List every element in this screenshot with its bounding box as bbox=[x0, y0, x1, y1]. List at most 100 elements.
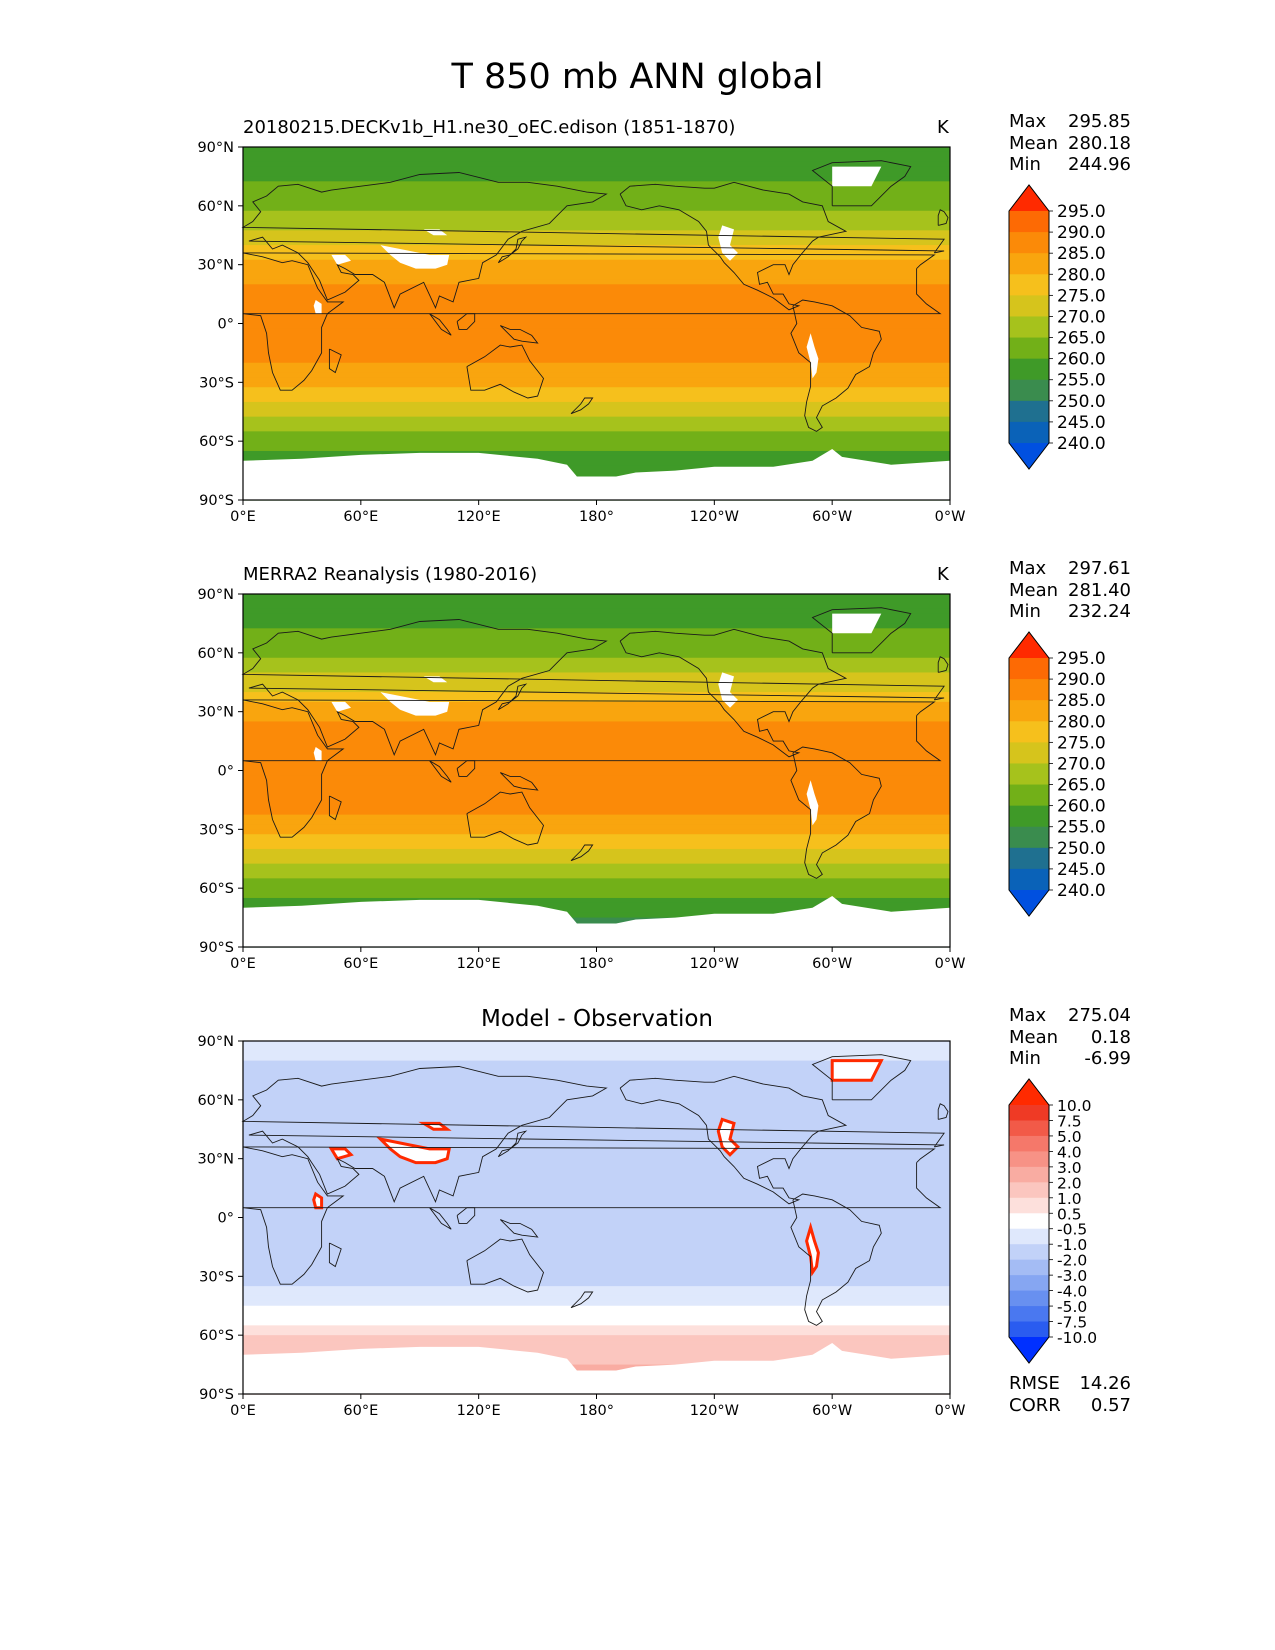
zonal-band bbox=[243, 372, 950, 379]
zonal-band bbox=[243, 1143, 950, 1150]
colorbar-segment bbox=[1009, 1120, 1049, 1137]
zonal-band bbox=[243, 1153, 950, 1160]
colorbar-label: 1.0 bbox=[1057, 1190, 1082, 1208]
zonal-band bbox=[243, 235, 950, 241]
zonal-band bbox=[243, 431, 950, 437]
colorbar-segment bbox=[1009, 805, 1049, 828]
zonal-band bbox=[243, 706, 950, 713]
coastline bbox=[790, 1193, 882, 1326]
zonal-band bbox=[243, 1359, 950, 1366]
zonal-band bbox=[243, 1168, 950, 1174]
panel-1-units: K bbox=[937, 117, 949, 138]
coastline bbox=[790, 746, 882, 879]
colorbar-segment bbox=[1009, 1135, 1049, 1152]
colorbar-segment bbox=[1009, 721, 1049, 743]
zonal-band bbox=[243, 367, 950, 374]
colorbar-label: 10.0 bbox=[1057, 1097, 1092, 1115]
zonal-band bbox=[243, 618, 950, 625]
high-terrain bbox=[328, 1147, 354, 1161]
panel-3-title: Model - Observation bbox=[480, 1006, 714, 1032]
zonal-band bbox=[243, 1104, 950, 1111]
colorbar-label: 275.0 bbox=[1057, 733, 1106, 753]
colorbar-body bbox=[1008, 184, 1050, 470]
zonal-band bbox=[243, 416, 950, 423]
colorbar-label: 290.0 bbox=[1057, 223, 1106, 243]
y-tick-label: 30°S bbox=[199, 1269, 234, 1285]
coastline bbox=[937, 656, 949, 673]
colorbar-segment bbox=[1009, 421, 1049, 444]
zonal-band bbox=[243, 741, 950, 747]
stat-min: Min -6.99 bbox=[1009, 1048, 1131, 1069]
colorbar-label: -3.0 bbox=[1057, 1267, 1087, 1285]
zonal-band bbox=[243, 176, 950, 182]
zonal-band bbox=[243, 1119, 950, 1125]
zonal-band bbox=[243, 863, 950, 870]
colorbar-segment bbox=[1009, 1244, 1049, 1261]
stat-value: 275.04 bbox=[1068, 1005, 1131, 1026]
zonal-band bbox=[243, 151, 950, 158]
y-tick-label: 30°S bbox=[199, 375, 234, 391]
panel-1-title: 20180215.DECKv1b_H1.ne30_oEC.edison (185… bbox=[243, 117, 736, 138]
zonal-band bbox=[243, 897, 950, 904]
y-tick-label: 90°S bbox=[199, 1387, 234, 1403]
high-terrain bbox=[806, 780, 819, 826]
coastline bbox=[429, 1207, 452, 1230]
colorbar-label: 5.0 bbox=[1057, 1128, 1082, 1146]
zonal-band bbox=[243, 765, 950, 772]
zonal-band bbox=[243, 711, 950, 718]
coastline bbox=[456, 1207, 476, 1224]
y-tick-label: 90°N bbox=[197, 587, 234, 603]
coastline bbox=[328, 348, 342, 374]
zonal-band bbox=[243, 298, 950, 305]
y-tick-label: 90°N bbox=[197, 140, 234, 156]
zonal-band bbox=[243, 726, 950, 732]
high-terrain bbox=[380, 692, 450, 716]
colorbar-segment bbox=[1009, 1306, 1049, 1323]
stat-mean: Mean 0.18 bbox=[1009, 1026, 1131, 1048]
zonal-band bbox=[243, 868, 950, 875]
colorbar-extend-min bbox=[1009, 443, 1049, 469]
zonal-band bbox=[243, 848, 950, 855]
y-axis: 90°N 60°N 30°N 0° 30°S 60°S 90°S bbox=[197, 140, 243, 509]
colorbar-segment bbox=[1009, 679, 1049, 701]
stat-value: 0.18 bbox=[1090, 1026, 1131, 1048]
high-terrain bbox=[331, 254, 351, 265]
zonal-band bbox=[243, 161, 950, 168]
zonal-band bbox=[243, 755, 950, 762]
x-tick-label: 0°E bbox=[230, 509, 256, 525]
zonal-band bbox=[243, 1364, 950, 1371]
y-tick-label: 90°N bbox=[197, 1034, 234, 1050]
metric-value: 14.26 bbox=[1079, 1373, 1131, 1394]
zonal-band bbox=[243, 279, 950, 285]
zonal-band bbox=[243, 745, 950, 752]
zonal-band bbox=[243, 1129, 950, 1135]
colorbar-segment bbox=[1009, 1197, 1049, 1214]
colorbar-label: -0.5 bbox=[1057, 1221, 1087, 1239]
coastline bbox=[241, 619, 945, 757]
zonal-band bbox=[243, 313, 950, 320]
coastlines bbox=[241, 607, 949, 879]
colorbar-label: 4.0 bbox=[1057, 1143, 1082, 1161]
zonal-band bbox=[243, 210, 950, 217]
zonal-band bbox=[243, 147, 950, 153]
zonal-band bbox=[243, 814, 950, 821]
zonal-band bbox=[243, 1310, 950, 1317]
stat-mean: Mean 280.18 bbox=[1009, 132, 1131, 154]
zonal-band bbox=[243, 446, 950, 452]
stat-mean: Mean 281.40 bbox=[1009, 579, 1131, 601]
colorbar-segment bbox=[1009, 253, 1049, 275]
zonal-band bbox=[243, 1246, 950, 1253]
zonal-band bbox=[243, 450, 950, 457]
zonal-band bbox=[243, 357, 950, 364]
zonal-band bbox=[243, 294, 950, 300]
zonal-band bbox=[243, 912, 950, 919]
x-tick-label: 120°E bbox=[457, 956, 501, 972]
colorbar-label: 265.0 bbox=[1057, 329, 1106, 349]
stat-value: -6.99 bbox=[1084, 1048, 1131, 1069]
zonal-band bbox=[243, 1242, 950, 1248]
colorbar-label: 270.0 bbox=[1057, 754, 1106, 774]
x-tick-label: 120°W bbox=[690, 956, 739, 972]
zonal-band bbox=[243, 1286, 950, 1292]
colorbar-segment bbox=[1009, 742, 1049, 764]
colorbar-label: 245.0 bbox=[1057, 413, 1106, 433]
